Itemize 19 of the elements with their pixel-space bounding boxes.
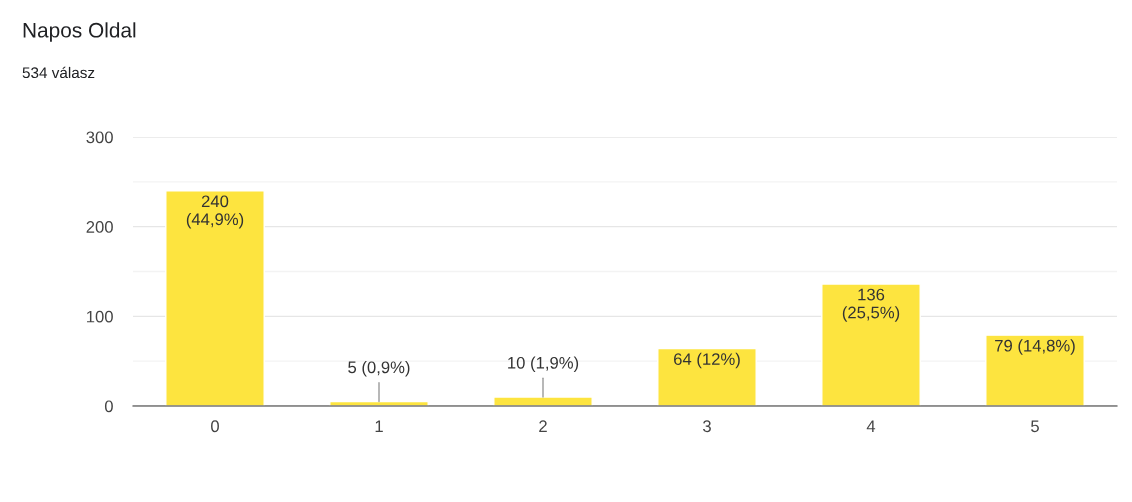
data-label: 5 (0,9%) (348, 360, 410, 377)
x-tick-label: 0 (211, 420, 219, 433)
y-tick-label: 0 (104, 400, 113, 413)
y-tick-label: 100 (87, 310, 113, 323)
x-tick-label: 2 (539, 420, 547, 432)
data-label: 136 (25,5%) (842, 288, 900, 322)
data-label: 79 (14,8%) (995, 339, 1075, 355)
y-tick-label: 200 (86, 221, 113, 233)
bar (493, 396, 593, 406)
x-tick-label: 1 (375, 420, 383, 432)
y-tick-label: 300 (86, 131, 113, 144)
data-label: 240 (44,9%) (186, 195, 244, 229)
data-label: 10 (1,9%) (508, 356, 579, 373)
x-tick-label: 3 (703, 420, 711, 433)
x-tick-label: 5 (1031, 420, 1039, 433)
chart-title: Napos Oldal (23, 22, 136, 42)
chart-subtitle: 534 válasz (22, 66, 95, 79)
data-label: 64 (12%) (674, 352, 740, 369)
x-tick-label: 4 (866, 420, 876, 432)
